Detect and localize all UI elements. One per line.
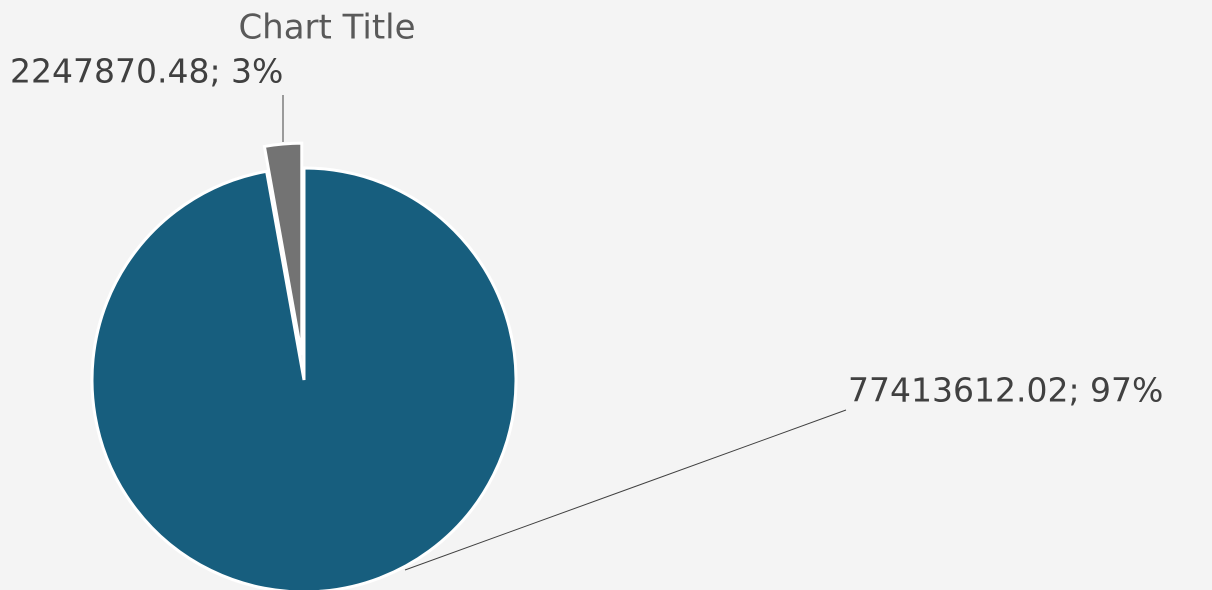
leader-line: [404, 409, 847, 571]
pie-slice: [262, 141, 304, 356]
chart-title: Chart Title: [238, 8, 415, 48]
data-label: 77413612.02; 97%: [848, 371, 1163, 410]
pie-slice: [90, 166, 518, 590]
data-label: 2247870.48; 3%: [10, 52, 283, 91]
